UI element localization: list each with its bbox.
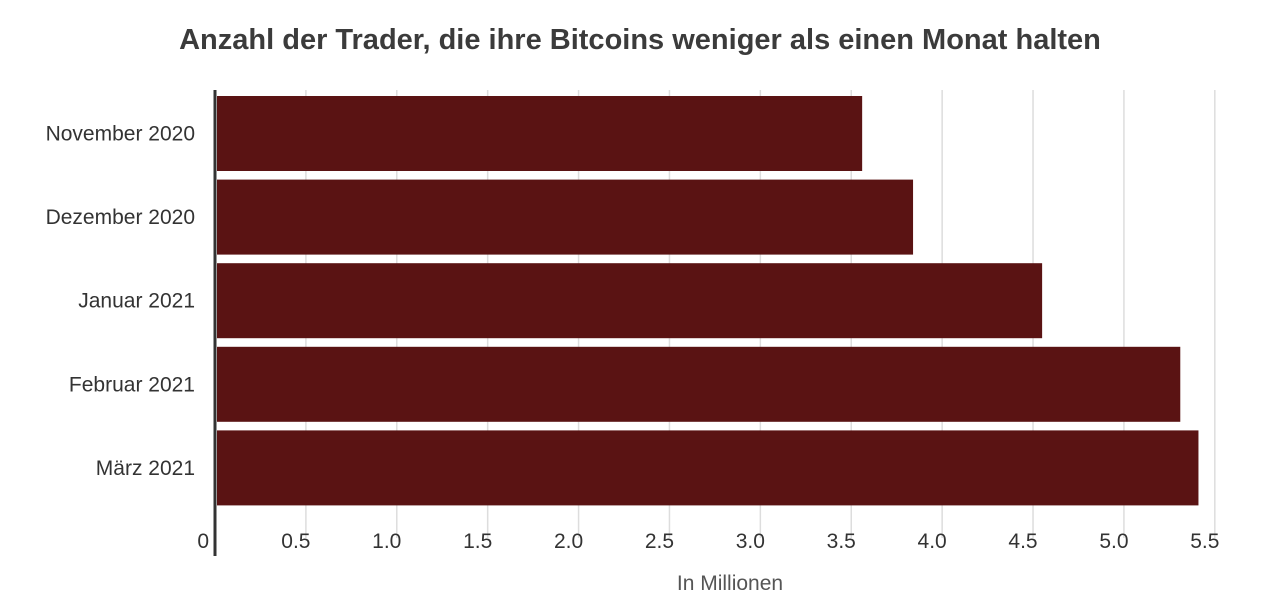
tick-labels: 0 0.5 1.0 1.5 2.0 2.5 3.0 3.5 4.0 4.5 5.0 5.5 [197,530,1219,553]
bar [217,430,1199,506]
x-tick-label: 0.5 [281,530,310,553]
bar [217,346,1181,422]
category-label: März 2021 [96,457,195,480]
category-labels: November 2020 Dezember 2020 Januar 2021 Feb… [46,123,195,480]
bar [217,96,863,171]
x-tick-label: 4.0 [918,530,947,553]
category-label: Dezember 2020 [46,206,195,229]
x-tick-label: 2.5 [645,530,674,553]
x-tick-label: 0 [197,530,209,553]
category-label: Januar 2021 [78,290,195,313]
category-label: Februar 2021 [69,373,195,396]
chart-title: Anzahl der Trader, die ihre Bitcoins wen… [179,24,1101,56]
bars [217,96,1199,506]
x-tick-label: 4.5 [1008,530,1037,553]
x-tick-label: 2.0 [554,530,583,553]
bar [217,263,1043,339]
x-tick-label: 1.0 [372,530,401,553]
bar [217,179,914,255]
x-tick-label: 3.5 [827,530,856,553]
x-tick-label: 5.5 [1190,530,1219,553]
x-tick-label: 5.0 [1099,530,1128,553]
x-axis-title: In Millionen [677,572,783,595]
category-label: November 2020 [46,123,195,146]
x-tick-label: 3.0 [736,530,765,553]
x-tick-label: 1.5 [463,530,492,553]
